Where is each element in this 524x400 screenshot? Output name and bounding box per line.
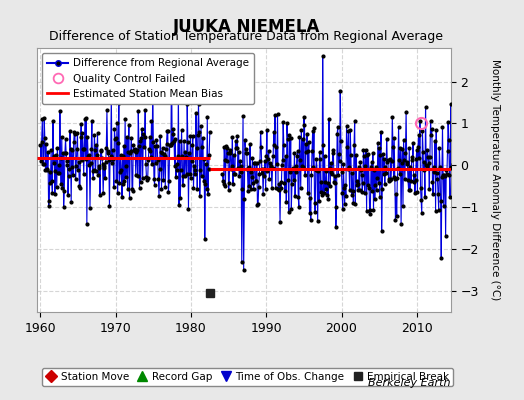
Text: Berkeley Earth: Berkeley Earth [368,378,451,388]
Text: Difference of Station Temperature Data from Regional Average: Difference of Station Temperature Data f… [49,30,443,43]
Y-axis label: Monthly Temperature Anomaly Difference (°C): Monthly Temperature Anomaly Difference (… [490,59,500,301]
Text: JUUKA NIEMELA: JUUKA NIEMELA [172,18,320,36]
Legend: Station Move, Record Gap, Time of Obs. Change, Empirical Break: Station Move, Record Gap, Time of Obs. C… [42,368,453,386]
